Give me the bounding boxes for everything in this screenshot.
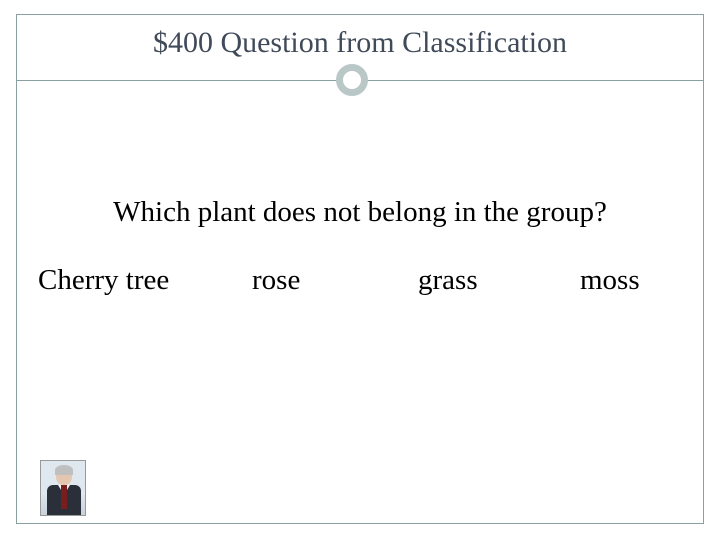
slide-title: $400 Question from Classification — [0, 26, 720, 60]
option-1: Cherry tree — [38, 264, 169, 297]
question-text: Which plant does not belong in the group… — [0, 196, 720, 229]
avatar-tie — [61, 485, 67, 509]
option-3: grass — [418, 264, 478, 297]
avatar-hair — [55, 465, 73, 475]
host-avatar-icon[interactable] — [40, 460, 86, 516]
ring-ornament-icon — [336, 64, 368, 96]
option-4: moss — [580, 264, 640, 297]
option-2: rose — [252, 264, 300, 297]
